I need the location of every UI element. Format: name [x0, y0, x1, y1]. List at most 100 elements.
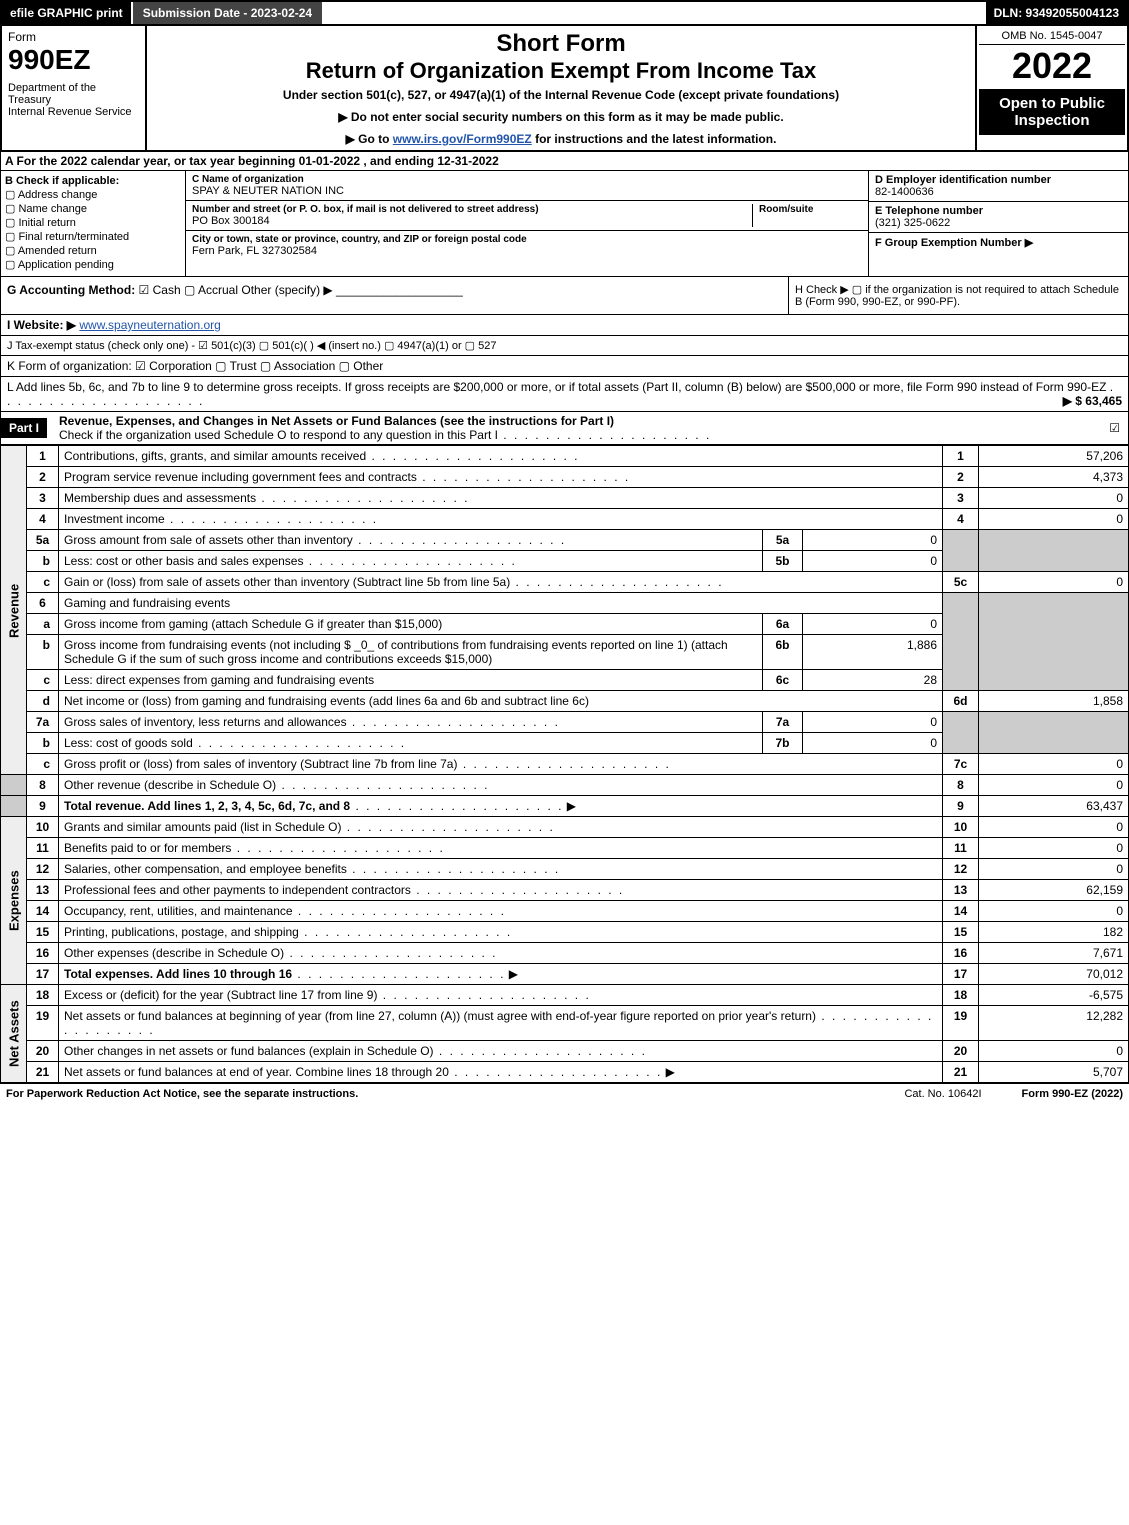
line-15-desc: Printing, publications, postage, and shi… [64, 925, 299, 939]
chk-application-pending[interactable]: ▢ Application pending [5, 258, 181, 271]
chk-final-return[interactable]: ▢ Final return/terminated [5, 230, 181, 243]
line-5b-bv: 0 [803, 551, 943, 572]
line-5c-rnum: 5c [943, 572, 979, 593]
line-6c-bl: 6c [763, 670, 803, 691]
line-4-rnum: 4 [943, 509, 979, 530]
website-link[interactable]: www.spayneuternation.org [79, 318, 220, 332]
line-6d-num: d [27, 691, 59, 712]
line-12-desc: Salaries, other compensation, and employ… [64, 862, 347, 876]
line-21-rnum: 21 [943, 1062, 979, 1083]
page-footer: For Paperwork Reduction Act Notice, see … [0, 1083, 1129, 1104]
line-10-desc: Grants and similar amounts paid (list in… [64, 820, 341, 834]
ein: 82-1400636 [875, 186, 1122, 198]
line-5a-bl: 5a [763, 530, 803, 551]
line-3-num: 3 [27, 488, 59, 509]
c-city-head: City or town, state or province, country… [192, 234, 862, 245]
d-head: D Employer identification number [875, 174, 1122, 186]
line-18-val: -6,575 [979, 985, 1129, 1006]
line-7a-bl: 7a [763, 712, 803, 733]
line-12-val: 0 [979, 859, 1129, 880]
form-word: Form [8, 30, 139, 44]
line-5b-bl: 5b [763, 551, 803, 572]
line-6b-num: b [27, 635, 59, 670]
row-a-tax-year: A For the 2022 calendar year, or tax yea… [0, 152, 1129, 171]
line-1-val: 57,206 [979, 446, 1129, 467]
g-accrual[interactable]: ▢ Accrual [184, 283, 238, 297]
form-header: Form 990EZ Department of the Treasury In… [0, 26, 1129, 152]
line-18-desc: Excess or (deficit) for the year (Subtra… [64, 988, 377, 1002]
e-head: E Telephone number [875, 205, 1122, 217]
row-j: J Tax-exempt status (check only one) - ☑… [0, 336, 1129, 356]
line-18-rnum: 18 [943, 985, 979, 1006]
line-7c-val: 0 [979, 754, 1129, 775]
part1-check-mark[interactable]: ☑ [1101, 417, 1128, 439]
line-19-rnum: 19 [943, 1006, 979, 1041]
row-h: H Check ▶ ▢ if the organization is not r… [788, 277, 1128, 314]
line-11-desc: Benefits paid to or for members [64, 841, 231, 855]
line-21-val: 5,707 [979, 1062, 1129, 1083]
row-k: K Form of organization: ☑ Corporation ▢ … [0, 356, 1129, 377]
row-l: L Add lines 5b, 6c, and 7b to line 9 to … [0, 377, 1129, 412]
line-1-desc: Contributions, gifts, grants, and simila… [64, 449, 366, 463]
line-7c-num: c [27, 754, 59, 775]
line-5a-num: 5a [27, 530, 59, 551]
goto-post: for instructions and the latest informat… [532, 132, 777, 146]
chk-name-change[interactable]: ▢ Name change [5, 202, 181, 215]
line-8-num: 8 [27, 775, 59, 796]
chk-amended-return[interactable]: ▢ Amended return [5, 244, 181, 257]
line-6d-desc: Net income or (loss) from gaming and fun… [64, 694, 589, 708]
line-6a-bl: 6a [763, 614, 803, 635]
line-6b-desc: Gross income from fundraising events (no… [64, 638, 728, 666]
line-1-rnum: 1 [943, 446, 979, 467]
line-7a-bv: 0 [803, 712, 943, 733]
line-6d-val: 1,858 [979, 691, 1129, 712]
line-6-num: 6 [27, 593, 59, 614]
g-other[interactable]: Other (specify) ▶ [241, 283, 332, 297]
line-12-rnum: 12 [943, 859, 979, 880]
line-15-num: 15 [27, 922, 59, 943]
i-label: I Website: ▶ [7, 318, 76, 332]
line-17-rnum: 17 [943, 964, 979, 985]
line-5c-num: c [27, 572, 59, 593]
line-11-val: 0 [979, 838, 1129, 859]
irs-link[interactable]: www.irs.gov/Form990EZ [393, 132, 532, 146]
line-6a-num: a [27, 614, 59, 635]
line-3-val: 0 [979, 488, 1129, 509]
chk-address-change[interactable]: ▢ Address change [5, 188, 181, 201]
subtitle: Under section 501(c), 527, or 4947(a)(1)… [151, 88, 971, 102]
section-c: C Name of organization SPAY & NEUTER NAT… [186, 171, 868, 276]
g-cash[interactable]: ☑ Cash [139, 283, 181, 297]
header-right: OMB No. 1545-0047 2022 Open to Public In… [977, 26, 1127, 150]
dln: DLN: 93492055004123 [986, 2, 1127, 24]
line-7c-desc: Gross profit or (loss) from sales of inv… [64, 757, 457, 771]
line-7b-num: b [27, 733, 59, 754]
line-7a-desc: Gross sales of inventory, less returns a… [64, 715, 347, 729]
part1-check-text: Check if the organization used Schedule … [59, 428, 498, 442]
title-short-form: Short Form [151, 30, 971, 58]
line-6-desc: Gaming and fundraising events [59, 593, 943, 614]
line-5b-desc: Less: cost or other basis and sales expe… [64, 554, 303, 568]
top-bar: efile GRAPHIC print Submission Date - 20… [0, 0, 1129, 26]
line-7b-bl: 7b [763, 733, 803, 754]
line-12-num: 12 [27, 859, 59, 880]
line-18-num: 18 [27, 985, 59, 1006]
line-7b-bv: 0 [803, 733, 943, 754]
line-20-val: 0 [979, 1041, 1129, 1062]
line-16-rnum: 16 [943, 943, 979, 964]
line-5c-desc: Gain or (loss) from sale of assets other… [64, 575, 510, 589]
line-13-desc: Professional fees and other payments to … [64, 883, 411, 897]
line-14-rnum: 14 [943, 901, 979, 922]
line-9-desc: Total revenue. Add lines 1, 2, 3, 4, 5c,… [64, 799, 350, 813]
section-revenue-label: Revenue [1, 446, 27, 775]
c-street-head: Number and street (or P. O. box, if mail… [192, 204, 752, 215]
line-8-desc: Other revenue (describe in Schedule O) [64, 778, 276, 792]
footer-formid: Form 990-EZ (2022) [1022, 1088, 1123, 1100]
chk-initial-return[interactable]: ▢ Initial return [5, 216, 181, 229]
submission-date: Submission Date - 2023-02-24 [131, 2, 322, 24]
form-number: 990EZ [8, 44, 139, 76]
line-13-rnum: 13 [943, 880, 979, 901]
open-public-badge: Open to Public Inspection [979, 89, 1125, 135]
line-11-num: 11 [27, 838, 59, 859]
line-6b-bv: 1,886 [803, 635, 943, 670]
f-head: F Group Exemption Number ▶ [875, 236, 1122, 249]
